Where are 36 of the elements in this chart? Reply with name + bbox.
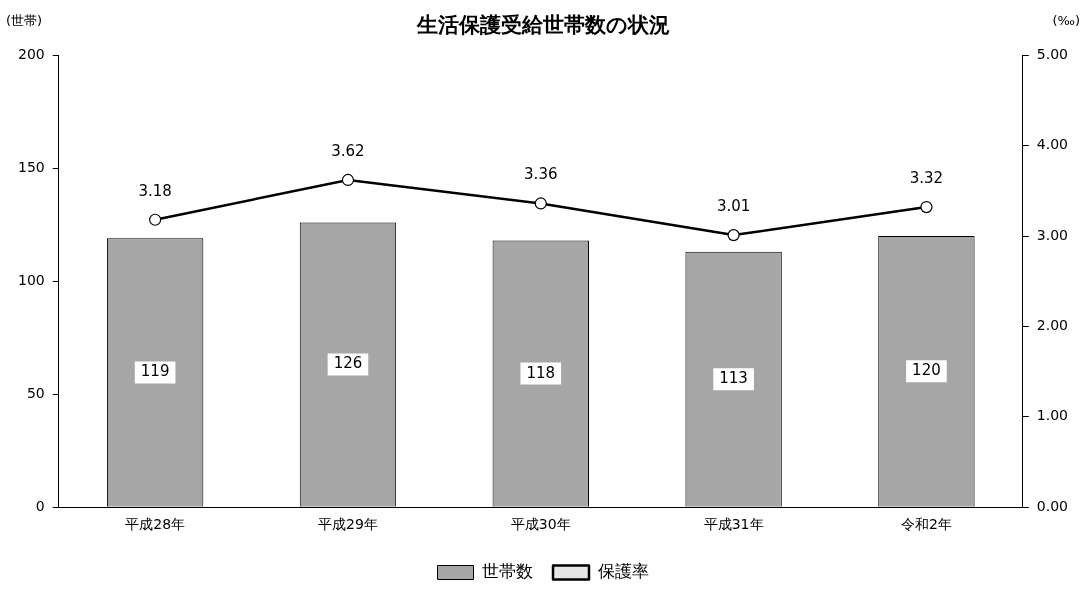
legend-label: 保護率 xyxy=(597,560,649,581)
y2-tick-label: 4.00 xyxy=(1036,136,1068,153)
y2-tick-label: 3.00 xyxy=(1036,226,1068,243)
point xyxy=(534,197,547,210)
y2-axis-title: (‰) xyxy=(1052,12,1080,28)
point xyxy=(727,229,740,242)
y-tick-label: 0 xyxy=(35,497,45,514)
y2-tick-label: 1.00 xyxy=(1036,407,1068,424)
x-tick-label: 平成28年 xyxy=(125,516,186,533)
x-tick-label: 平成29年 xyxy=(318,516,378,533)
x-tick-label: 平成30年 xyxy=(510,516,571,533)
data-label: 3.18 xyxy=(138,181,172,200)
y2-tick-label: 2.00 xyxy=(1036,317,1068,334)
x-tick-label: 平成31年 xyxy=(703,516,764,533)
data-label: 119 xyxy=(140,362,170,381)
y2-tick-label: 0.00 xyxy=(1036,497,1068,514)
data-label: 118 xyxy=(526,363,556,382)
x-tick-label: 令和2年 xyxy=(900,516,952,533)
data-label: 3.01 xyxy=(716,196,751,215)
legend-label: 世帯数 xyxy=(482,560,533,581)
y-tick-label: 150 xyxy=(17,158,45,175)
y-tick-label: 100 xyxy=(17,271,45,288)
data-label: 3.36 xyxy=(524,165,558,184)
point xyxy=(341,173,355,187)
point xyxy=(920,200,933,214)
data-label: 120 xyxy=(912,361,941,380)
chart-title: 生活保護受給世帯数の状況 xyxy=(415,13,670,38)
y-tick-label: 200 xyxy=(17,45,45,62)
y-tick-label: 50 xyxy=(26,384,45,401)
data-label: 113 xyxy=(719,369,748,388)
data-label: 126 xyxy=(333,354,363,373)
point xyxy=(149,213,162,226)
data-label: 3.62 xyxy=(331,141,365,160)
y2-tick-label: 5.00 xyxy=(1036,45,1068,62)
y-axis-title: (世帯) xyxy=(6,12,43,28)
data-label: 3.32 xyxy=(909,168,944,187)
